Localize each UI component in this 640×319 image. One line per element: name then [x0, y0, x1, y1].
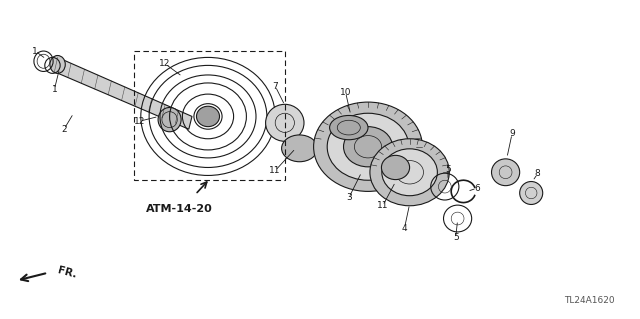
Ellipse shape	[381, 155, 410, 180]
Text: 11: 11	[377, 201, 388, 210]
Text: FR.: FR.	[56, 265, 77, 280]
Text: 5: 5	[453, 233, 458, 242]
Ellipse shape	[344, 127, 392, 167]
Text: 9: 9	[509, 130, 515, 138]
Text: 7: 7	[273, 82, 278, 91]
Ellipse shape	[266, 104, 304, 141]
Ellipse shape	[50, 56, 65, 73]
Ellipse shape	[370, 139, 449, 206]
Text: 1: 1	[52, 85, 57, 94]
Text: 6: 6	[474, 184, 479, 193]
Ellipse shape	[492, 159, 520, 186]
Text: 11: 11	[269, 166, 281, 175]
Ellipse shape	[158, 108, 181, 132]
Text: 12: 12	[134, 117, 145, 126]
Text: 5: 5	[445, 165, 451, 174]
Text: 4: 4	[402, 224, 407, 233]
Ellipse shape	[520, 182, 543, 204]
Ellipse shape	[327, 113, 409, 180]
Text: 12: 12	[159, 59, 171, 68]
Ellipse shape	[282, 135, 317, 162]
Text: 8: 8	[535, 169, 540, 178]
Text: 3: 3	[346, 193, 351, 202]
Text: ATM-14-20: ATM-14-20	[146, 204, 212, 214]
Text: 10: 10	[340, 88, 351, 97]
Ellipse shape	[314, 102, 422, 191]
Polygon shape	[54, 57, 192, 129]
Ellipse shape	[382, 149, 437, 196]
Ellipse shape	[330, 115, 368, 140]
Text: 1: 1	[33, 47, 38, 56]
Text: TL24A1620: TL24A1620	[564, 296, 614, 305]
Ellipse shape	[196, 106, 220, 127]
Text: 2: 2	[61, 125, 67, 134]
